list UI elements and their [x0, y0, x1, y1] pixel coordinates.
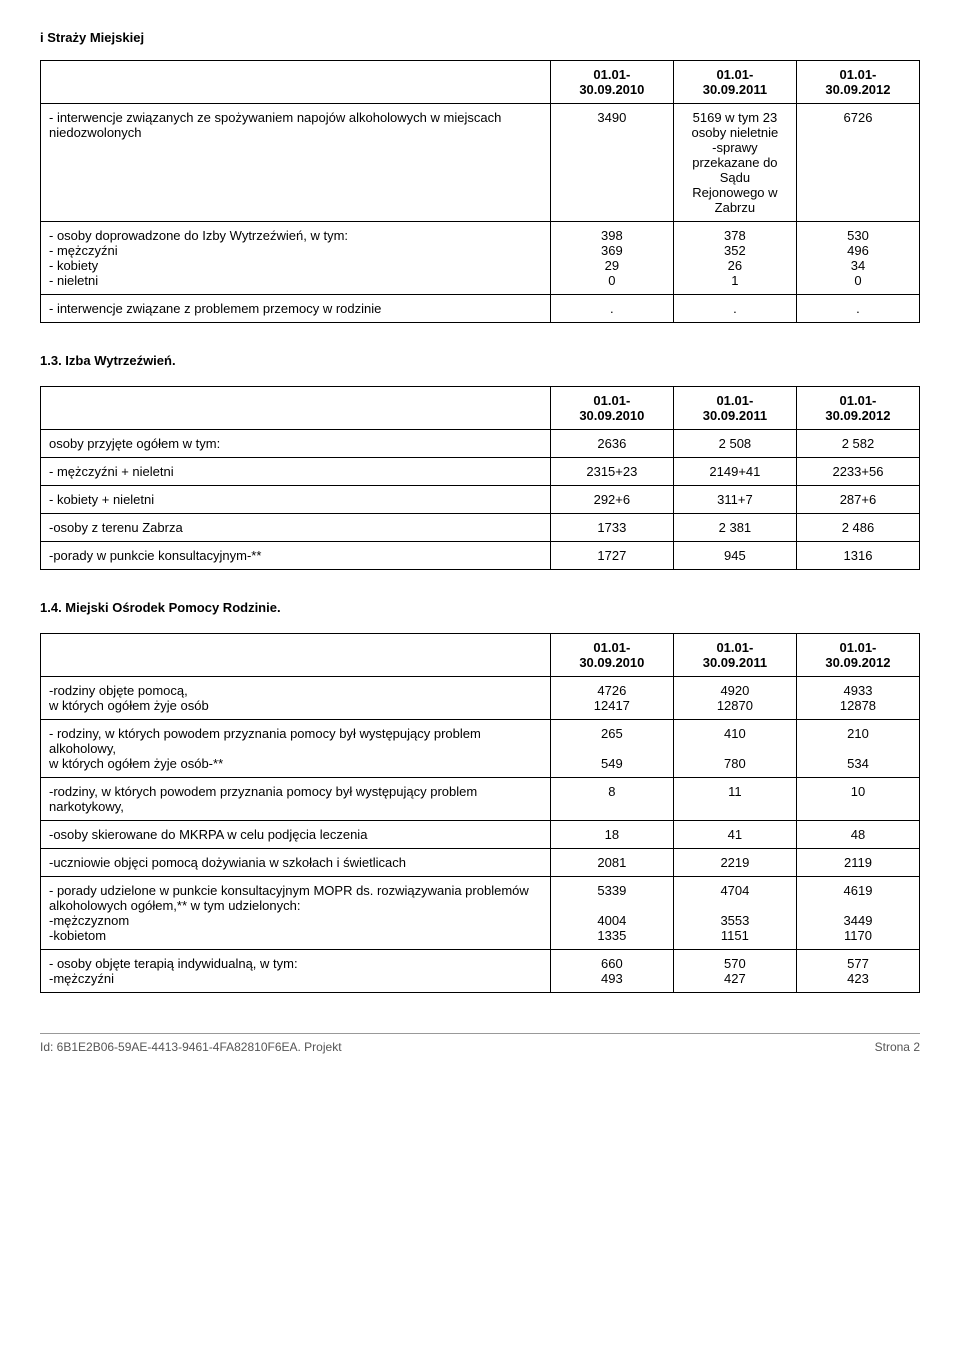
row-label: - mężczyźni + nieletni [41, 458, 551, 486]
cell: 378 352 26 1 [673, 222, 796, 295]
col-period-1: 01.01- 30.09.2010 [550, 634, 673, 677]
cell: 1733 [550, 514, 673, 542]
cell: 945 [673, 542, 796, 570]
table-interventions: 01.01- 30.09.2010 01.01- 30.09.2011 01.0… [40, 60, 920, 323]
cell: 4726 12417 [550, 677, 673, 720]
row-label: - rodziny, w których powodem przyznania … [41, 720, 551, 778]
cell: 1727 [550, 542, 673, 570]
section-title-1-4: 1.4. Miejski Ośrodek Pomocy Rodzinie. [40, 600, 920, 615]
cell: 41 [673, 821, 796, 849]
table-row: -rodziny objęte pomocą, w których ogółem… [41, 677, 920, 720]
table-row: -osoby z terenu Zabrza 1733 2 381 2 486 [41, 514, 920, 542]
cell: 2233+56 [796, 458, 919, 486]
table-header-row: 01.01- 30.09.2010 01.01- 30.09.2011 01.0… [41, 387, 920, 430]
col-period-1: 01.01- 30.09.2010 [550, 387, 673, 430]
col-period-2: 01.01- 30.09.2011 [673, 61, 796, 104]
table-row: - interwencje związanych ze spożywaniem … [41, 104, 920, 222]
cell: 577 423 [796, 950, 919, 993]
row-label: - porady udzielone w punkcie konsultacyj… [41, 877, 551, 950]
row-label: - osoby doprowadzone do Izby Wytrzeźwień… [41, 222, 551, 295]
cell: 265 549 [550, 720, 673, 778]
cell: 1316 [796, 542, 919, 570]
cell: 210 534 [796, 720, 919, 778]
col-blank [41, 634, 551, 677]
table-mopr: 01.01- 30.09.2010 01.01- 30.09.2011 01.0… [40, 633, 920, 993]
cell: 2 486 [796, 514, 919, 542]
table-row: - osoby objęte terapią indywidualną, w t… [41, 950, 920, 993]
cell: 2636 [550, 430, 673, 458]
page-heading: i Straży Miejskiej [40, 30, 920, 45]
section-title-1-3: 1.3. Izba Wytrzeźwień. [40, 353, 920, 368]
cell: 660 493 [550, 950, 673, 993]
cell: 398 369 29 0 [550, 222, 673, 295]
cell: 3490 [550, 104, 673, 222]
row-label: -osoby z terenu Zabrza [41, 514, 551, 542]
cell: 570 427 [673, 950, 796, 993]
cell: 2219 [673, 849, 796, 877]
col-period-3: 01.01- 30.09.2012 [796, 634, 919, 677]
table-row: - kobiety + nieletni 292+6 311+7 287+6 [41, 486, 920, 514]
row-label: -rodziny objęte pomocą, w których ogółem… [41, 677, 551, 720]
cell: 5339 4004 1335 [550, 877, 673, 950]
cell: . [673, 295, 796, 323]
cell: 2315+23 [550, 458, 673, 486]
table-header-row: 01.01- 30.09.2010 01.01- 30.09.2011 01.0… [41, 634, 920, 677]
cell: . [550, 295, 673, 323]
cell: 4920 12870 [673, 677, 796, 720]
cell: 10 [796, 778, 919, 821]
cell: 410 780 [673, 720, 796, 778]
cell: 2 508 [673, 430, 796, 458]
cell: 2 582 [796, 430, 919, 458]
table-row: - porady udzielone w punkcie konsultacyj… [41, 877, 920, 950]
col-period-1: 01.01- 30.09.2010 [550, 61, 673, 104]
table-header-row: 01.01- 30.09.2010 01.01- 30.09.2011 01.0… [41, 61, 920, 104]
row-label: -uczniowie objęci pomocą dożywiania w sz… [41, 849, 551, 877]
cell: 287+6 [796, 486, 919, 514]
row-label: - interwencje związanych ze spożywaniem … [41, 104, 551, 222]
cell: 48 [796, 821, 919, 849]
row-label: -rodziny, w których powodem przyznania p… [41, 778, 551, 821]
cell: 18 [550, 821, 673, 849]
cell: 292+6 [550, 486, 673, 514]
col-period-2: 01.01- 30.09.2011 [673, 387, 796, 430]
col-period-3: 01.01- 30.09.2012 [796, 61, 919, 104]
table-row: -osoby skierowane do MKRPA w celu podjęc… [41, 821, 920, 849]
table-row: - osoby doprowadzone do Izby Wytrzeźwień… [41, 222, 920, 295]
cell: 8 [550, 778, 673, 821]
footer-id: Id: 6B1E2B06-59AE-4413-9461-4FA82810F6EA… [40, 1040, 342, 1054]
cell: 4933 12878 [796, 677, 919, 720]
col-period-2: 01.01- 30.09.2011 [673, 634, 796, 677]
cell: 530 496 34 0 [796, 222, 919, 295]
cell: 11 [673, 778, 796, 821]
cell: 4704 3553 1151 [673, 877, 796, 950]
cell: 6726 [796, 104, 919, 222]
row-label: -porady w punkcie konsultacyjnym-** [41, 542, 551, 570]
row-label: - osoby objęte terapią indywidualną, w t… [41, 950, 551, 993]
table-izba: 01.01- 30.09.2010 01.01- 30.09.2011 01.0… [40, 386, 920, 570]
cell: 311+7 [673, 486, 796, 514]
cell: 2119 [796, 849, 919, 877]
table-row: osoby przyjęte ogółem w tym: 2636 2 508 … [41, 430, 920, 458]
table-row: -porady w punkcie konsultacyjnym-** 1727… [41, 542, 920, 570]
table-row: -rodziny, w których powodem przyznania p… [41, 778, 920, 821]
cell: 4619 3449 1170 [796, 877, 919, 950]
table-row: - interwencje związane z problemem przem… [41, 295, 920, 323]
cell: . [796, 295, 919, 323]
table-row: - mężczyźni + nieletni 2315+23 2149+41 2… [41, 458, 920, 486]
page-footer: Id: 6B1E2B06-59AE-4413-9461-4FA82810F6EA… [40, 1033, 920, 1054]
footer-page: Strona 2 [875, 1040, 920, 1054]
cell: 2081 [550, 849, 673, 877]
table-row: - rodziny, w których powodem przyznania … [41, 720, 920, 778]
col-blank [41, 61, 551, 104]
row-label: - interwencje związane z problemem przem… [41, 295, 551, 323]
col-blank [41, 387, 551, 430]
cell: 2 381 [673, 514, 796, 542]
row-label: - kobiety + nieletni [41, 486, 551, 514]
table-row: -uczniowie objęci pomocą dożywiania w sz… [41, 849, 920, 877]
row-label: osoby przyjęte ogółem w tym: [41, 430, 551, 458]
col-period-3: 01.01- 30.09.2012 [796, 387, 919, 430]
cell: 5169 w tym 23 osoby nieletnie -sprawy pr… [673, 104, 796, 222]
row-label: -osoby skierowane do MKRPA w celu podjęc… [41, 821, 551, 849]
cell: 2149+41 [673, 458, 796, 486]
